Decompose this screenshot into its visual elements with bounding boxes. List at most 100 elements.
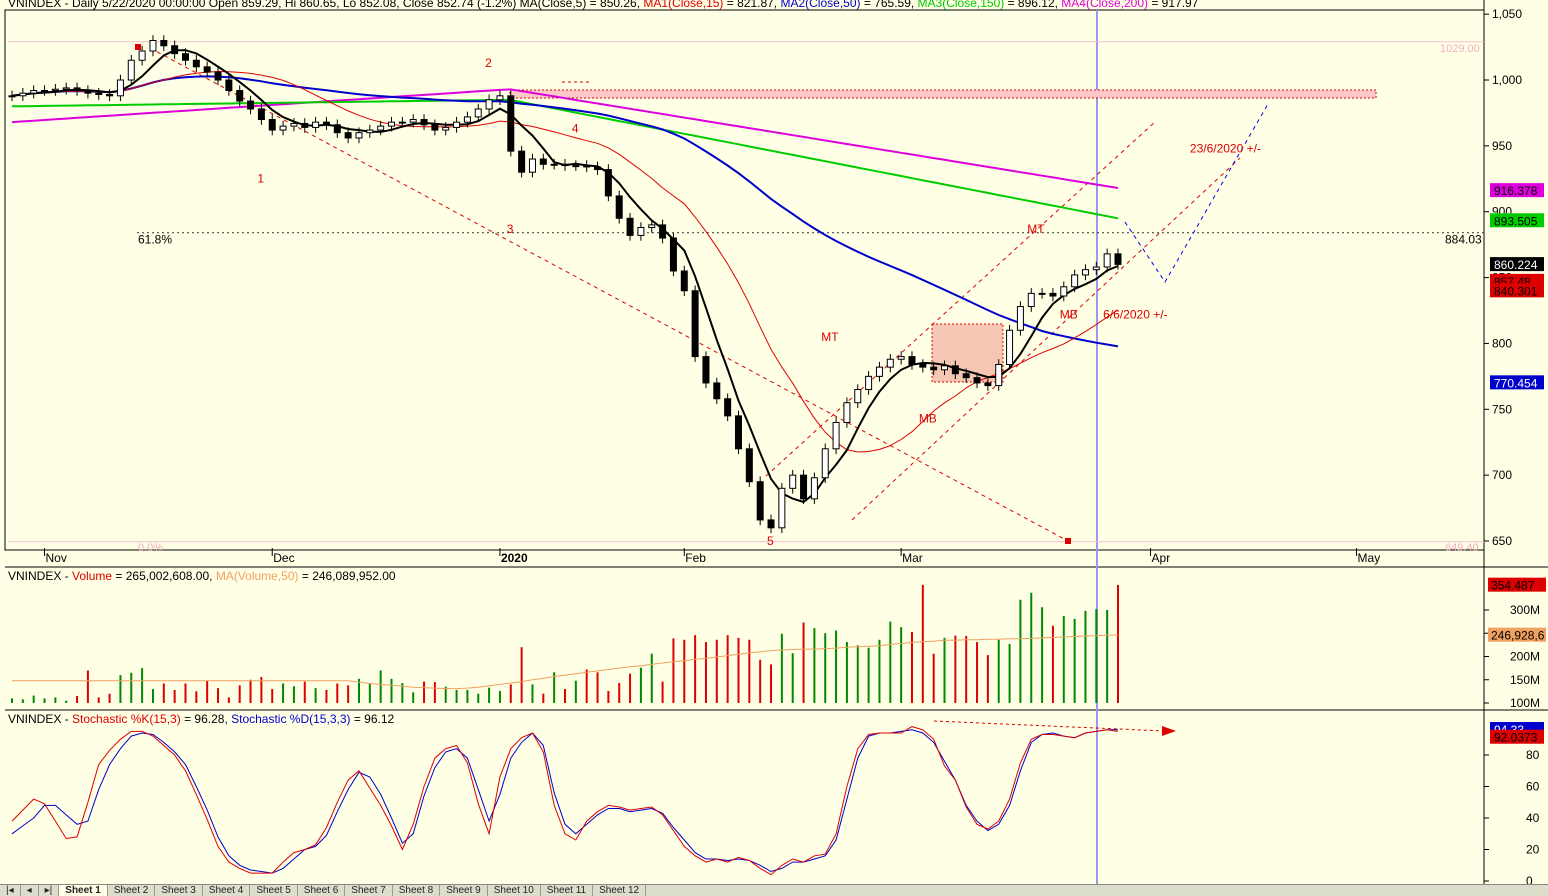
sheet-tab[interactable]: Sheet 1 [59,885,108,896]
sheet-tab[interactable]: |◂ [0,885,21,896]
volume-tick-label: 150M [1510,673,1540,687]
candle-body [669,237,677,272]
candle-body [659,224,667,239]
trend-line-down [149,47,1069,542]
peak-marker [135,44,141,50]
candle-body [680,270,688,292]
candle-body [41,90,49,93]
sheet-tab[interactable]: ◂ [21,885,39,896]
header-part: MA(Close,5) [519,0,587,10]
price-tick-label: 1,000 [1492,73,1522,87]
header-part: VNINDEX - [8,712,73,726]
sheet-tab[interactable]: Sheet 7 [345,885,393,896]
candle-body [1006,329,1014,366]
candle-body [279,125,287,131]
candle-body [453,121,461,128]
stoch-k-line [11,726,1119,876]
candle-body [594,166,602,171]
candle-body [518,150,526,173]
header-part: Stochastic %D(15,3,3) [231,712,351,726]
candle-body [19,92,27,97]
candle-body [257,108,265,121]
candle-body [865,375,873,391]
sheet-tab[interactable]: Sheet 6 [298,885,346,896]
header-part: MA3(Close,150) [917,0,1005,10]
header-part: = 265,002,608.00, [112,569,216,583]
candle-body [84,90,92,94]
candle-body [962,373,970,379]
candle-body [106,93,114,97]
sheet-tab[interactable]: Sheet 2 [108,885,156,896]
candle-body [821,448,829,479]
candle-body [409,119,417,123]
candle-body [51,88,59,92]
price-badge [1490,183,1544,198]
sheet-tab[interactable]: Sheet 5 [250,885,298,896]
candle-body [767,519,775,529]
candle-body [1071,274,1079,288]
candle-body [377,125,385,131]
candle-body [528,158,536,173]
candle-body [637,227,645,236]
header-part: = 896.12, [1004,0,1062,10]
price-tick-label: 700 [1492,468,1512,482]
volume-badge-label: 246,928,6 [1491,629,1545,643]
candle-body [463,116,471,123]
price-badge-label: 860.224 [1494,258,1538,272]
sheet-tab[interactable]: ▸| [39,885,60,896]
candle-body [268,119,276,131]
sheet-tab[interactable]: Sheet 9 [440,885,488,896]
sheet-tab[interactable]: Sheet 4 [203,885,251,896]
candle-body [127,59,135,81]
wave-label: MB [919,411,937,425]
sheet-tab[interactable]: Sheet 10 [488,885,541,896]
price-tick-label: 800 [1492,336,1512,350]
fib-label-top: 1029.00 [1440,43,1480,55]
fib-label-mid: 884.03 [1445,233,1482,247]
sheet-tab[interactable]: Sheet 11 [541,885,594,896]
trend-end-marker [1065,538,1071,544]
price-badge [1490,283,1544,298]
price-badge-label: 840.301 [1494,284,1538,298]
header-part: VNINDEX - Daily 5/22/2020 00:00:00 Open … [8,0,520,10]
price-badge-label: 893.505 [1494,214,1538,228]
candle-body [442,126,450,131]
stoch-tick-label: 80 [1526,748,1540,762]
header-part: = 850.26, [586,0,644,10]
fib-label-bottom: 649.40 [1445,542,1479,554]
sheet-tab[interactable]: Sheet 12 [593,885,647,896]
candle-body [1027,292,1035,308]
volume-badge-label: 354.487 [1491,579,1535,593]
wave-label: 1 [257,172,264,186]
forecast-path [1124,103,1269,283]
candle-body [496,95,504,101]
candle-body [116,79,124,97]
candle-body [984,382,992,387]
sheet-tab[interactable]: Sheet 8 [393,885,441,896]
candle-body [724,398,732,417]
candle-body [583,165,591,168]
header-part: Stochastic %K(15,3) [72,712,181,726]
candle-body [236,90,244,102]
candle-body [290,122,298,127]
volume-badge [1488,577,1546,592]
candle-body [95,92,103,95]
candle-body [702,356,710,384]
candle-body [843,402,851,423]
candle-body [930,366,938,371]
candle-body [181,53,189,61]
candle-body [875,366,883,377]
candle-body [713,382,721,400]
candle-body [355,132,363,139]
header-part: = 917.97 [1148,0,1199,10]
date-tick-label: Mar [902,551,923,565]
candle-body [572,165,580,168]
price-tick-label: 650 [1492,534,1512,548]
candle-body [539,158,547,165]
wave-label: MT [821,330,839,344]
sheet-tab[interactable]: Sheet 3 [155,885,203,896]
volume-tick-label: 200M [1510,650,1540,664]
candle-body [192,59,200,68]
candle-body [756,481,764,521]
